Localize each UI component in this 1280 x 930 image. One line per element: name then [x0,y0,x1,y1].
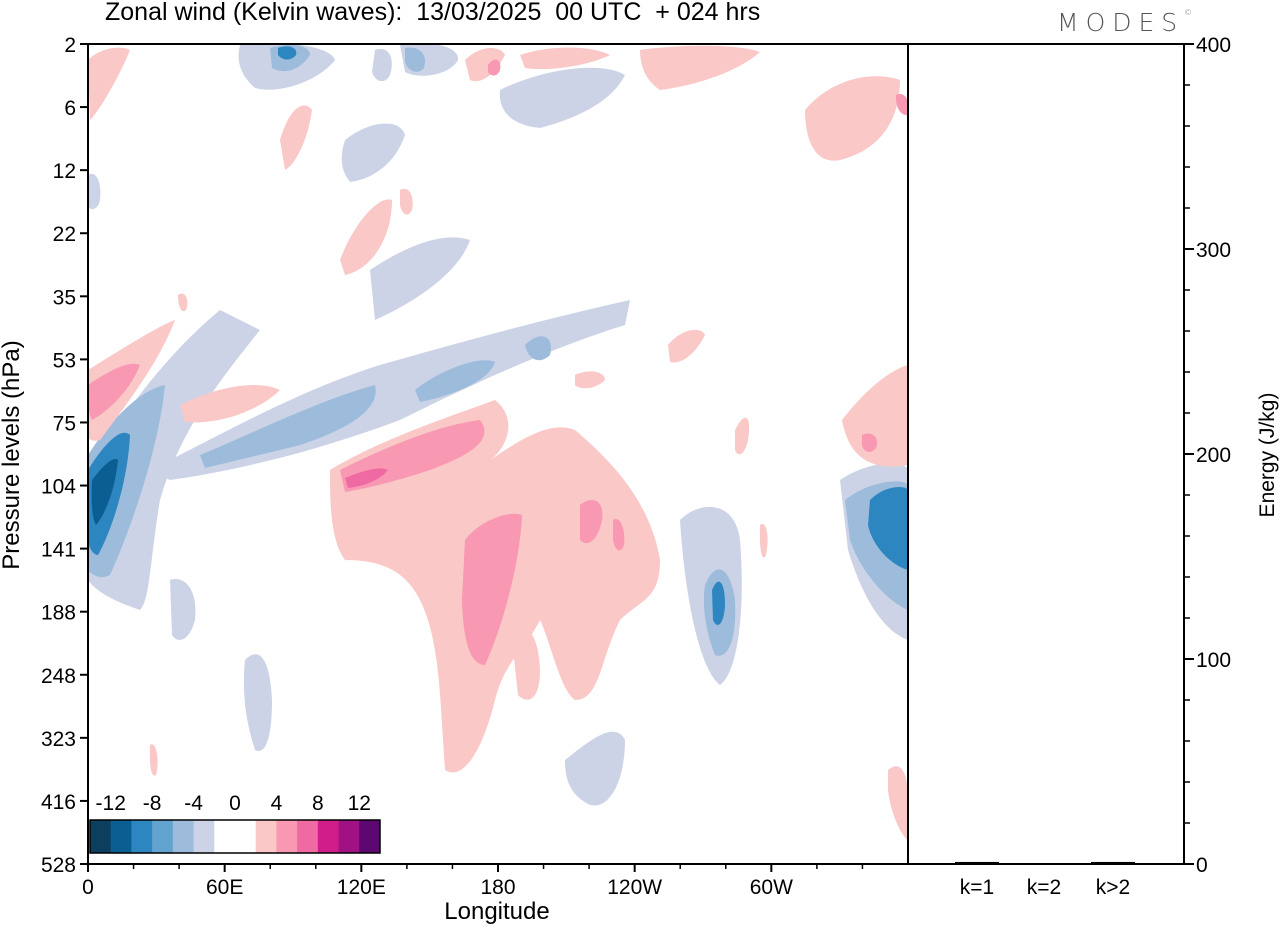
x-tick-label: 60E [206,876,243,899]
colorbar-label: 8 [312,792,324,815]
colorbar-swatch [317,820,340,853]
colorbar: -12 -8 -4 0 4 8 12 [89,792,381,854]
colorbar-label: 12 [348,792,371,815]
colorbar-swatch [110,820,132,853]
y-tick-label: 53 [53,349,76,372]
colorbar-swatch [131,820,153,853]
y-tick-label: 2 [64,34,76,57]
x-tick-label: 0 [82,876,94,899]
colorbar-swatch [297,820,319,853]
y-tick-label: 22 [53,223,76,246]
energy-bars: k=1 k=2 k>2 [955,861,1135,899]
x-tick-label: 60W [750,876,793,899]
energy-tick-label: 400 [1196,34,1231,57]
colorbar-label: 4 [271,792,283,815]
colorbar-swatch [172,820,195,853]
x-tick-label: 180 [480,876,515,899]
y-tick-label: 104 [41,476,76,499]
colorbar-swatch [235,820,257,853]
colorbar-swatch [90,820,112,853]
energy-tick-label: 100 [1196,649,1231,672]
y-tick-label: 6 [64,97,76,120]
energy-bar [955,861,999,864]
energy-category-label: k>2 [1096,876,1130,899]
colorbar-swatch [338,820,360,853]
y-tick-label: 141 [41,539,76,562]
x-axis: 0 60E 120E 180 120W 60W [82,864,864,899]
y-tick-label: 528 [41,854,76,877]
energy-category-label: k=1 [960,876,994,899]
x-axis-label: Longitude [444,898,550,925]
colorbar-label: -12 [96,792,126,815]
y-tick-label: 416 [41,791,76,814]
energy-bar [1091,861,1135,864]
energy-category-label: k=2 [1027,876,1061,899]
colorbar-label: 0 [229,792,241,815]
y-axis: 2 6 12 22 35 53 75 104 141 188 248 323 416 528 [41,34,88,877]
wind-field [88,44,908,840]
x-tick-label: 120W [607,876,662,899]
chart-title: Zonal wind (Kelvin waves): 13/03/2025 00… [105,0,761,26]
y-tick-label: 248 [41,665,76,688]
y-tick-label: 323 [41,728,76,751]
energy-axis: 0 100 200 300 400 [1184,34,1231,877]
colorbar-swatch [193,820,215,853]
colorbar-label: -4 [184,792,203,815]
y-tick-label: 188 [41,602,76,625]
y-tick-label: 12 [53,160,76,183]
colorbar-label: -8 [143,792,162,815]
colorbar-swatch [152,820,174,853]
colorbar-swatch [255,820,277,853]
y-tick-label: 35 [53,286,76,309]
modes-logo: MODES© [1057,8,1193,37]
y-tick-label: 75 [53,412,76,435]
energy-tick-label: 0 [1196,854,1208,877]
colorbar-swatch [276,820,298,853]
colorbar-swatch [359,820,381,853]
colorbar-frame [89,819,381,854]
energy-tick-label: 300 [1196,239,1231,262]
x-tick-label: 120E [337,876,386,899]
energy-tick-label: 200 [1196,444,1231,467]
colorbar-swatch [214,820,236,853]
